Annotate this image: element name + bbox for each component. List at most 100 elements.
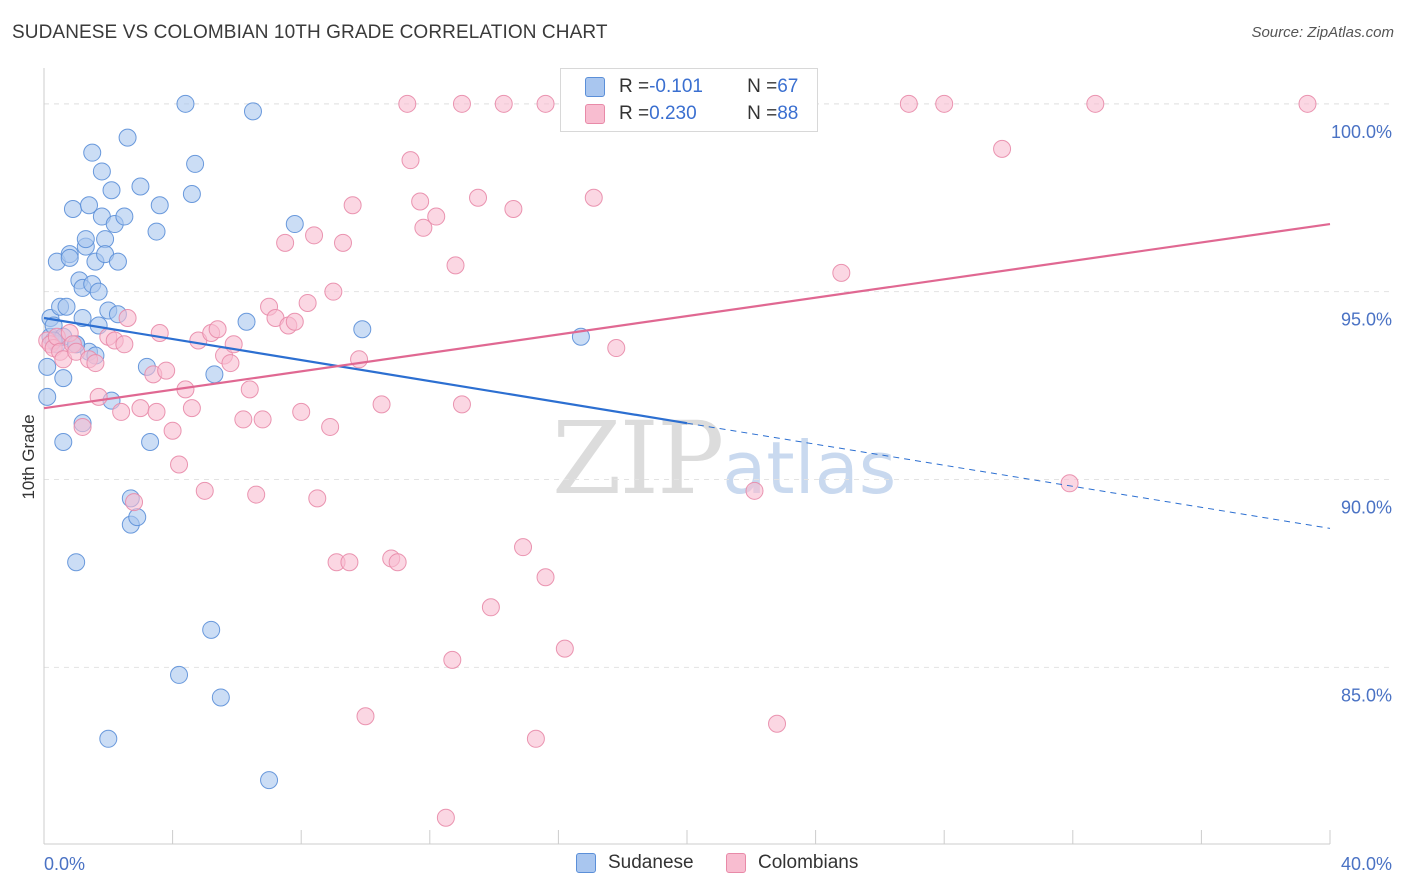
colombians-point xyxy=(89,387,108,406)
sudanese-points xyxy=(38,94,590,790)
sudanese-point xyxy=(60,248,79,267)
colombians-point xyxy=(305,226,324,245)
sudanese-point xyxy=(211,688,230,707)
colombians-point xyxy=(253,410,272,429)
colombians-point xyxy=(414,218,433,237)
watermark-zip: ZIP xyxy=(552,400,724,517)
colombians-point xyxy=(452,94,471,113)
colombians-point xyxy=(147,402,166,421)
axis-labels: 85.0% 90.0% 95.0% 100.0% 0.0% 40.0% 10th Grade xyxy=(19,122,1392,874)
sudanese-point xyxy=(170,665,189,684)
sudanese-point xyxy=(38,357,57,376)
colombians-point xyxy=(526,729,545,748)
colombians-point xyxy=(436,808,455,827)
series-legend: Sudanese Colombians xyxy=(0,852,1406,878)
colombians-point xyxy=(443,650,462,669)
colombians-point xyxy=(276,233,295,252)
legend-n-label: N = xyxy=(747,103,778,124)
sudanese-point xyxy=(57,297,76,316)
sudanese-point xyxy=(118,128,137,147)
colombians-point xyxy=(481,598,500,617)
colombians-point xyxy=(292,402,311,421)
colombians-point xyxy=(208,320,227,339)
colombians-point xyxy=(182,399,201,418)
legend-r-label: R = xyxy=(619,103,650,124)
colombians-point xyxy=(469,188,488,207)
sudanese-point xyxy=(115,207,134,226)
source-label: Source: ZipAtlas.com xyxy=(1251,24,1394,41)
watermark: ZIPatlas xyxy=(552,400,896,517)
legend-r-label: R = xyxy=(619,76,650,97)
colombians-point xyxy=(240,380,259,399)
y-tick-label: 90.0% xyxy=(1341,498,1392,518)
colombians-point xyxy=(1298,94,1317,113)
sudanese-point xyxy=(285,215,304,234)
colombians-point xyxy=(118,308,137,327)
chart-title: SUDANESE VS COLOMBIAN 10TH GRADE CORRELA… xyxy=(12,22,608,43)
colombians-point xyxy=(494,94,513,113)
sudanese-point xyxy=(243,102,262,121)
colombians-point xyxy=(935,94,954,113)
legend-row-sudanese: R = -0.101 N = 67 xyxy=(585,75,798,99)
colombians-point xyxy=(607,339,626,358)
colombians-point xyxy=(86,354,105,373)
sudanese-point xyxy=(99,729,118,748)
sudanese-point xyxy=(150,196,169,215)
sudanese-point xyxy=(128,508,147,527)
sudanese-point xyxy=(102,181,121,200)
colombians-point xyxy=(1086,94,1105,113)
colombians-point xyxy=(504,200,523,219)
sudanese-point xyxy=(54,369,73,388)
colombians-point xyxy=(993,139,1012,158)
x-tick-label-max: 40.0% xyxy=(1341,854,1392,874)
colombians-point xyxy=(234,410,253,429)
y-tick-label: 100.0% xyxy=(1331,122,1392,142)
colombians-point xyxy=(343,196,362,215)
sudanese-point xyxy=(89,282,108,301)
sudanese-point xyxy=(83,143,102,162)
colombians-point xyxy=(555,639,574,658)
colombians-point xyxy=(832,263,851,282)
colombians-point xyxy=(321,417,340,436)
colombians-point xyxy=(195,481,214,500)
sudanese-point xyxy=(205,365,224,384)
sudanese-point xyxy=(176,94,195,113)
sudanese-trend-extension xyxy=(686,422,1331,529)
colombians-point xyxy=(398,94,417,113)
colombians-point xyxy=(514,538,533,557)
colombians-point xyxy=(1060,474,1079,493)
sudanese-trend-line xyxy=(43,316,688,425)
legend-row-colombians: R = 0.230 N = 88 xyxy=(585,102,798,126)
colombians-point xyxy=(285,312,304,331)
colombians-point xyxy=(247,485,266,504)
colombians-point xyxy=(899,94,918,113)
colombians-point xyxy=(388,553,407,572)
colombians-point xyxy=(372,395,391,414)
colombians-point xyxy=(131,399,150,418)
colombians-point xyxy=(170,455,189,474)
sudanese-point xyxy=(202,620,221,639)
sudanese-point xyxy=(76,230,95,249)
colombians-point xyxy=(356,707,375,726)
y-tick-label: 95.0% xyxy=(1341,310,1392,330)
legend-n-value: 88 xyxy=(777,103,799,124)
x-tick-label-min: 0.0% xyxy=(44,854,85,874)
colombians-point xyxy=(125,493,144,512)
series-swatch-sudanese xyxy=(576,853,596,873)
sudanese-point xyxy=(131,177,150,196)
colombians-point xyxy=(446,256,465,275)
colombians-point xyxy=(115,335,134,354)
series-label-sudanese: Sudanese xyxy=(608,852,694,873)
colombians-point xyxy=(298,293,317,312)
legend-r-value: 0.230 xyxy=(649,103,697,124)
colombians-point xyxy=(163,421,182,440)
sudanese-point xyxy=(96,230,115,249)
colombians-point xyxy=(452,395,471,414)
sudanese-point xyxy=(186,154,205,173)
sudanese-point xyxy=(108,252,127,271)
colombians-point xyxy=(333,233,352,252)
series-swatch-colombians xyxy=(726,853,746,873)
legend-r-value: -0.101 xyxy=(649,76,703,97)
colombians-point xyxy=(584,188,603,207)
